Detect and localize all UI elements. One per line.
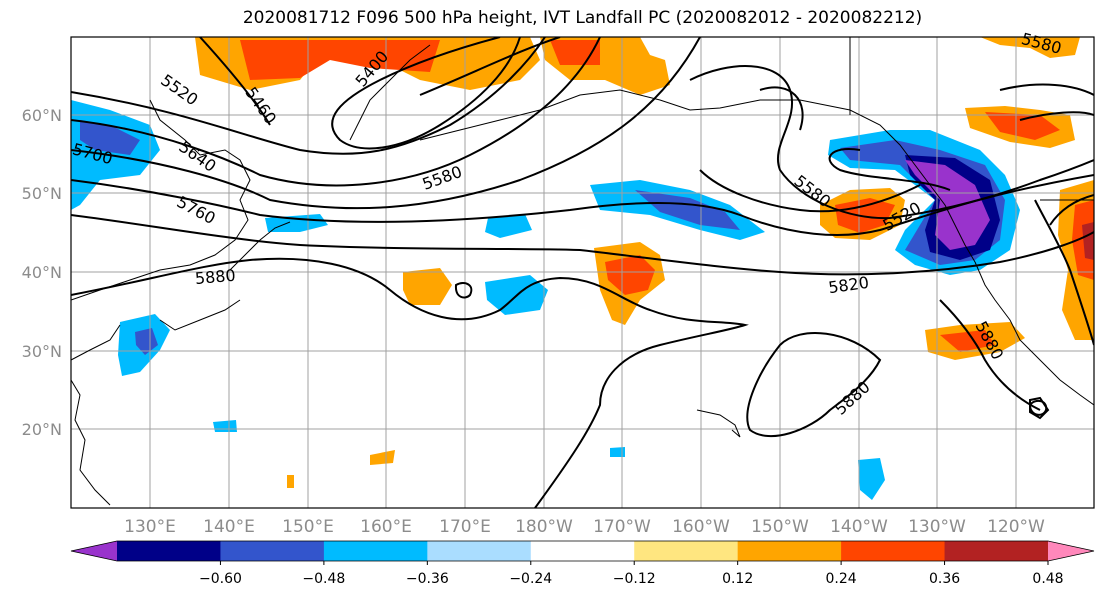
lat-label: 40°N — [22, 263, 62, 282]
colorbar-cell — [427, 541, 532, 561]
colorbar: −0.60 −0.48 −0.36 −0.24 −0.12 0.12 0.24 0.36 0.4… — [70, 540, 1095, 587]
gridlines — [71, 37, 1094, 508]
colorbar-cell — [737, 541, 842, 561]
lon-label: 180°W — [515, 517, 573, 537]
lat-label: 60°N — [22, 106, 62, 125]
lat-label: 30°N — [22, 342, 62, 361]
colorbar-tick-label: −0.24 — [509, 571, 552, 587]
colorbar-cell — [323, 541, 428, 561]
lon-label: 170°W — [593, 517, 651, 537]
colorbar-tick-label: 0.12 — [722, 571, 753, 587]
lon-label: 130°W — [908, 517, 966, 537]
colorbar-min-extension — [71, 541, 117, 561]
colorbar-cell — [117, 541, 221, 561]
lat-label: 20°N — [22, 420, 62, 439]
lon-label: 150°E — [282, 517, 334, 537]
colorbar-cell — [530, 541, 635, 561]
map-title: 2020081712 F096 500 hPa height, IVT Land… — [242, 8, 923, 28]
colorbar-max-extension — [1048, 541, 1094, 561]
height-contours — [71, 37, 1094, 508]
latitude-axis: 60°N 50°N 40°N 30°N 20°N — [22, 106, 62, 439]
colorbar-tick-label: −0.60 — [199, 571, 242, 587]
colorbar-tick-label: 0.36 — [929, 571, 960, 587]
contour-label: 5880 — [194, 266, 236, 288]
longitude-axis: 130°E 140°E 150°E 160°E 170°E 180°W 170°… — [124, 517, 1045, 537]
colorbar-cell — [634, 541, 739, 561]
lon-label: 120°W — [987, 517, 1045, 537]
colorbar-tick-label: 0.48 — [1032, 571, 1063, 587]
colorbar-cell — [944, 541, 1049, 561]
lon-label: 170°E — [439, 517, 491, 537]
colorbar-tick-label: −0.12 — [613, 571, 656, 587]
colorbar-cell — [220, 541, 325, 561]
colorbar-cell — [841, 541, 946, 561]
colorbar-tick-label: −0.48 — [302, 571, 345, 587]
lon-label: 140°E — [203, 517, 255, 537]
lon-label: 140°W — [830, 517, 888, 537]
colorbar-tick-label: 0.24 — [826, 571, 857, 587]
map-frame — [70, 36, 1095, 509]
lon-label: 160°W — [672, 517, 730, 537]
lon-label: 130°E — [124, 517, 176, 537]
lon-label: 160°E — [360, 517, 412, 537]
lat-label: 50°N — [22, 184, 62, 203]
lon-label: 150°W — [751, 517, 809, 537]
colorbar-tick-label: −0.36 — [406, 571, 449, 587]
